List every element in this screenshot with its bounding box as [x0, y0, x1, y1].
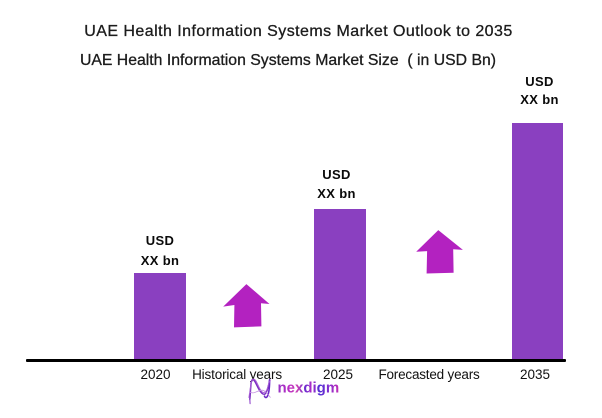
svg-text:nexdigm: nexdigm [278, 379, 340, 396]
